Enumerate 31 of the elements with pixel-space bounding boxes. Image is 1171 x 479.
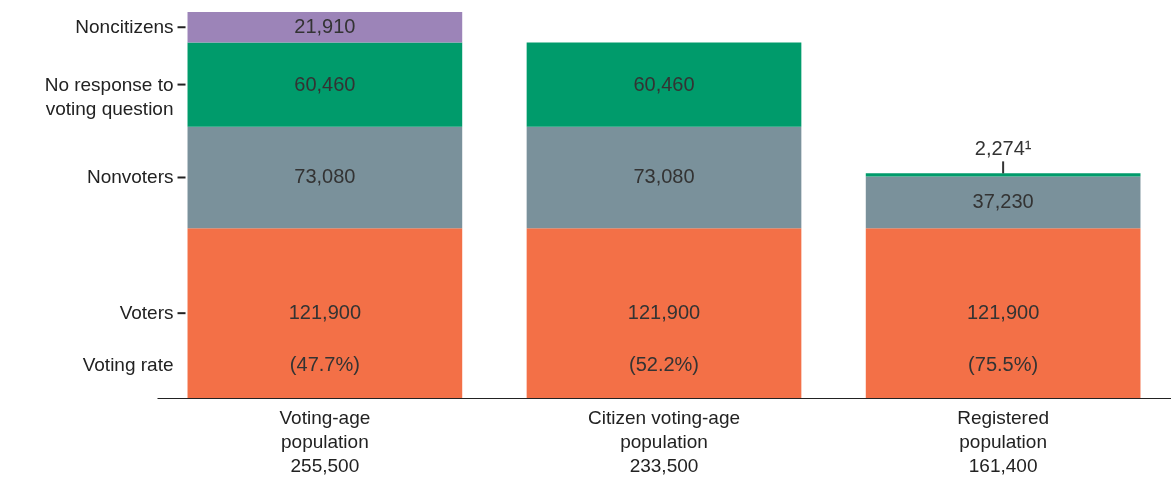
bar (187, 228, 463, 398)
annotation: (47.7%) (289, 353, 360, 375)
data-label: 2,274¹ (974, 137, 1032, 160)
bar (187, 12, 463, 43)
bar (865, 176, 1141, 229)
data-label: 60,460 (633, 72, 695, 95)
bar (526, 42, 802, 127)
x-tick-label: Citizen voting-age population 233,500 (587, 406, 741, 476)
bar (187, 42, 463, 127)
series-label: No response to voting question (44, 73, 174, 119)
series-label: Nonvoters (86, 166, 174, 188)
series-label: Noncitizens (75, 16, 174, 38)
x-tick-label: Registered population 161,400 (957, 406, 1050, 476)
bar (526, 126, 802, 229)
bar (187, 126, 463, 229)
data-label: 37,230 (972, 190, 1034, 213)
data-label: 121,900 (288, 301, 362, 324)
bar (526, 228, 802, 398)
annotation: (75.5%) (968, 353, 1039, 375)
bar (865, 228, 1141, 398)
data-label: 121,900 (966, 301, 1040, 324)
data-label: 60,460 (294, 72, 356, 95)
data-label: 73,080 (294, 165, 356, 188)
data-label: 73,080 (633, 165, 695, 188)
x-tick-label: Voting-age population 255,500 (279, 406, 371, 476)
series-label: Voters (119, 302, 174, 324)
data-label: 21,910 (294, 15, 356, 38)
annotation: Voting rate (82, 354, 174, 375)
data-label: 121,900 (627, 301, 701, 324)
bar (865, 173, 1141, 177)
annotation: (52.2%) (628, 353, 700, 375)
